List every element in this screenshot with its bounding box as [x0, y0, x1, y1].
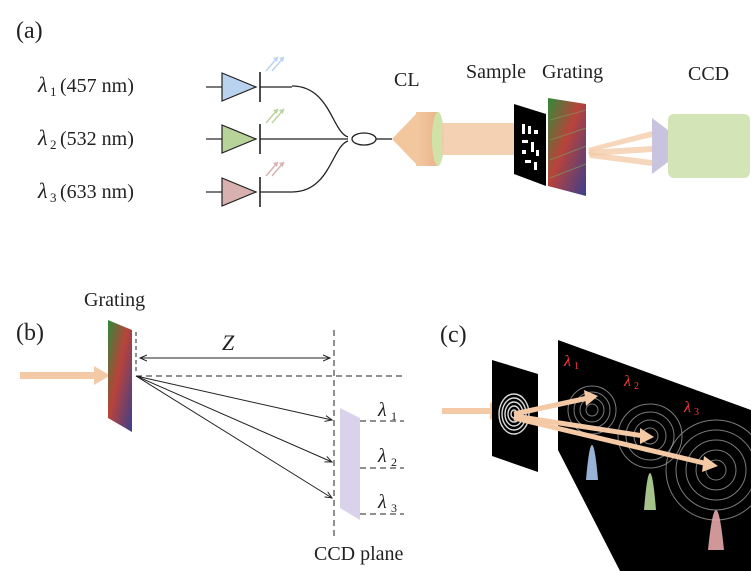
lens-cone [392, 112, 418, 166]
diffraction-arrows-c [513, 390, 718, 472]
wavelength-2-symbol: λ [377, 445, 387, 467]
lens-body [416, 112, 438, 166]
laser-row-3: λ 3 (633 nm) [37, 178, 134, 205]
grating-b-plate [108, 320, 132, 432]
ccd-body [668, 114, 750, 178]
sample-plate [514, 104, 546, 186]
grating-label-a: Grating [542, 61, 603, 83]
wavelength-1-sub: 1 [391, 409, 397, 423]
sample-pattern [522, 124, 539, 170]
laser-diode-1 [206, 56, 292, 102]
spot-3-symbol: λ [683, 399, 691, 416]
grating-a [548, 98, 587, 196]
wavelength-1-symbol: λ [377, 399, 387, 421]
fiber-1 [291, 85, 349, 138]
laser-3-subscript: 3 [50, 190, 57, 205]
spot-1-sub: 1 [574, 361, 579, 372]
distance-z-label: Z [222, 330, 235, 355]
peak-2 [644, 473, 656, 510]
peak-3 [708, 510, 724, 550]
diode-triangle-2 [221, 124, 258, 154]
spot-3-sub: 3 [694, 407, 699, 418]
laser-diode-2 [206, 108, 292, 154]
laser-1-subscript: 1 [50, 84, 57, 99]
ccd-lens [652, 118, 668, 174]
ccd-plane [340, 408, 360, 520]
panel-a-label: (a) [16, 18, 43, 44]
wavelength-3-symbol: λ [377, 491, 387, 513]
laser-3-symbol: λ [37, 178, 48, 203]
diffraction-rays-b [135, 375, 332, 498]
wavelength-guides-b [360, 420, 404, 515]
ccd-plane-label: CCD plane [314, 543, 404, 565]
spot-1-symbol: λ [563, 353, 571, 370]
collimating-lens [392, 112, 444, 166]
diode-triangle-1 [221, 72, 258, 102]
lens-face [432, 112, 444, 166]
lens-label: CL [394, 69, 420, 91]
peak-1 [586, 445, 598, 480]
laser-2-subscript: 2 [50, 137, 57, 152]
laser-row-1: λ 1 (457 nm) [37, 72, 134, 99]
spot-2-sub: 2 [634, 381, 639, 392]
spot-2-symbol: λ [623, 373, 631, 390]
laser-1-wavelength: (457 nm) [60, 75, 134, 97]
wavelength-3-sub: 3 [391, 501, 397, 515]
laser-diodes [206, 56, 292, 207]
fiber-3 [291, 140, 349, 193]
distance-z-marker [135, 332, 330, 374]
laser-diode-3 [206, 161, 292, 207]
laser-row-2: λ 2 (532 nm) [37, 125, 134, 152]
laser-3-wavelength: (633 nm) [60, 181, 134, 203]
grating-label-b: Grating [84, 289, 145, 311]
grating-a-plate [548, 98, 586, 196]
diode-triangle-3 [221, 177, 258, 207]
observation-screen [558, 340, 751, 571]
sample-label: Sample [466, 61, 526, 83]
laser-1-symbol: λ [37, 72, 48, 97]
fiber-coupler [351, 132, 377, 146]
sample [514, 104, 546, 186]
laser-2-wavelength: (532 nm) [60, 128, 134, 150]
wavelength-2-sub: 2 [391, 455, 397, 469]
panel-b-label: (b) [16, 320, 44, 346]
panel-c-label: (c) [440, 322, 467, 348]
incoming-beam-b [20, 366, 110, 385]
collimated-beam [442, 123, 522, 155]
ccd-camera [652, 114, 750, 178]
laser-2-symbol: λ [37, 125, 48, 150]
diffracted-beams-a [588, 131, 652, 166]
fiber-combiner [291, 85, 392, 193]
ccd-label: CCD [688, 63, 729, 85]
